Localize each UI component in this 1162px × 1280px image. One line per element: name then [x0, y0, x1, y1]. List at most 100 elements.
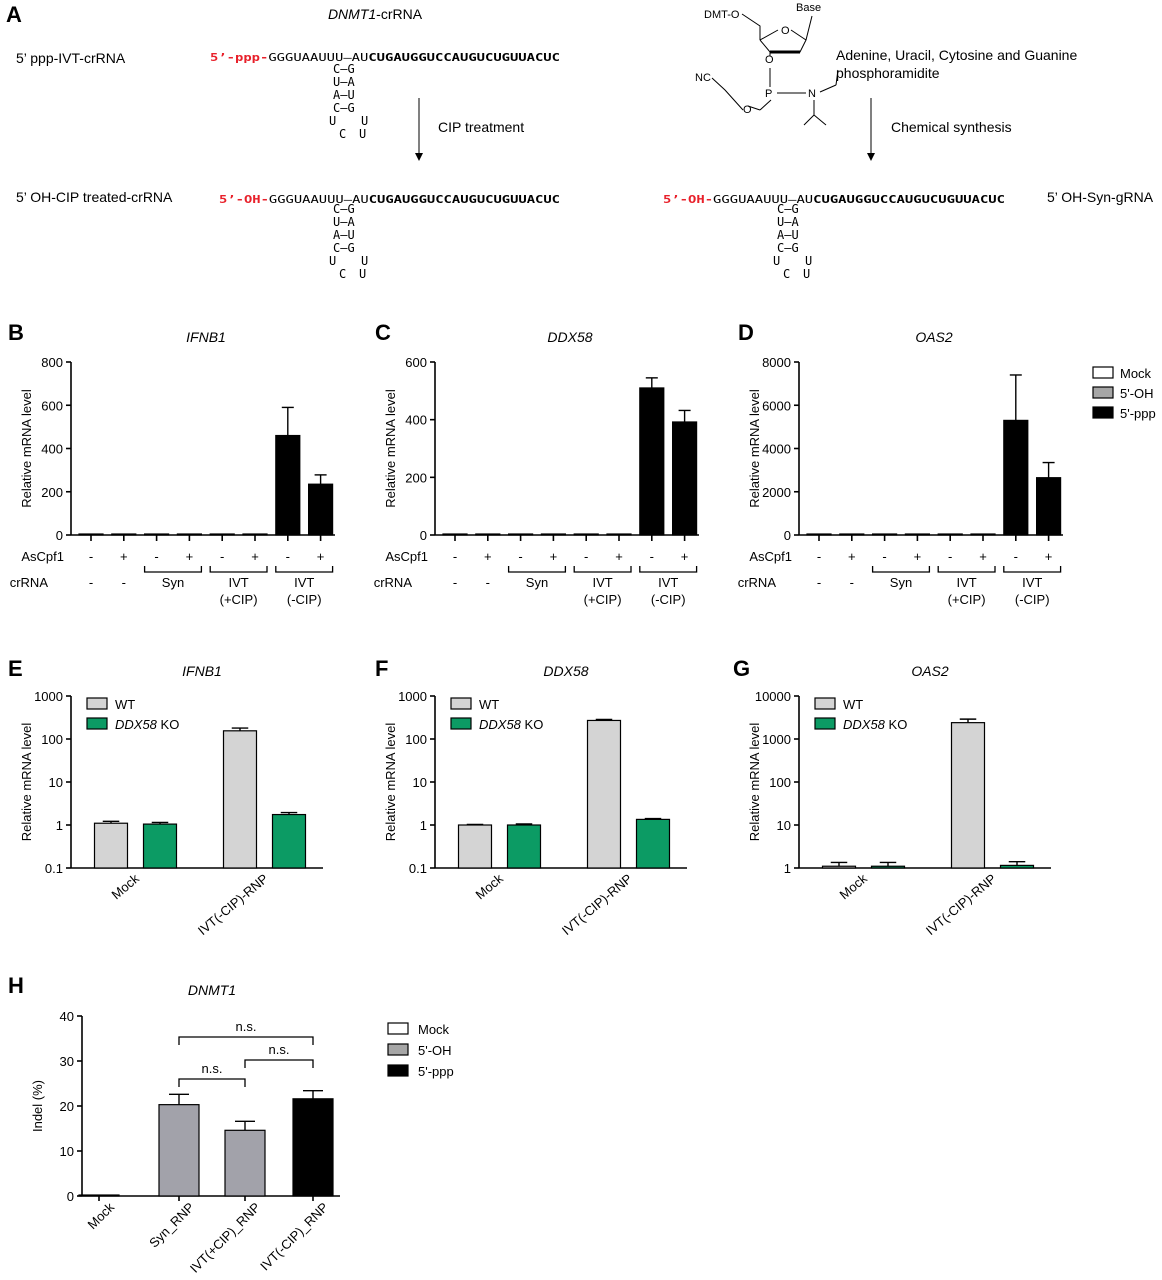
- panel-label: G: [733, 656, 750, 681]
- legend-text: DDX58: [479, 717, 522, 732]
- significance-bracket: [178, 1078, 246, 1087]
- ascpf1-sign: +: [681, 549, 689, 564]
- y-tick-label: 0.1: [409, 861, 427, 876]
- y-axis-label: Relative mRNA level: [383, 723, 398, 842]
- y-tick-label: 100: [41, 732, 63, 747]
- ascpf1-sign: +: [615, 549, 623, 564]
- group-bracket: [507, 566, 567, 573]
- bar: [222, 730, 258, 869]
- legend-label: DDX58 KO: [115, 717, 179, 732]
- y-tick-label: 400: [405, 413, 427, 428]
- sequence-syn: 5’-OH- GGGUAAUUU—AU CUGAUGGUCCAUGUCUGUUACU…: [663, 193, 1005, 206]
- ascpf1-sign: +: [550, 549, 558, 564]
- y-tick-label: 1: [56, 818, 63, 833]
- panel-c: C DDX58 0 200 400 600 Relative mRNA level - + - + -…: [374, 320, 699, 607]
- step-synthesis: Chemical synthesis: [891, 119, 1012, 135]
- loop-base: U: [359, 267, 366, 281]
- ascpf1-sign: +: [848, 549, 856, 564]
- bar: [999, 864, 1035, 869]
- crrna-label: Syn: [162, 575, 184, 590]
- sequence-cip: 5’-OH- GGGUAAUUU—AU CUGAUGGUCCAUGUCUGUUACU…: [219, 193, 560, 206]
- loop-base: U: [803, 267, 810, 281]
- legend-text: DDX58: [115, 717, 158, 732]
- legend-label: Mock: [418, 1022, 450, 1037]
- ascpf1-sign: -: [453, 549, 457, 564]
- significance-label: n.s.: [202, 1061, 223, 1076]
- legend-text: DDX58: [843, 717, 886, 732]
- ascpf1-sign: +: [484, 549, 492, 564]
- y-tick-label: 0.1: [45, 861, 63, 876]
- legend-treatment: Mock 5'-OH 5'-ppp: [1092, 366, 1156, 421]
- chart-title: DNMT1: [188, 982, 236, 998]
- x-tick-label: Mock: [836, 870, 870, 902]
- legend-swatch: [1092, 406, 1114, 419]
- bar: [111, 533, 137, 536]
- stem-pair: C—G: [333, 62, 355, 76]
- loop-base: C: [339, 127, 346, 141]
- panel-a: A DNMT1-crRNA 5’ ppp-IVT-crRNA 5’ OH-CIP…: [6, 2, 1154, 281]
- chart-title: IFNB1: [186, 329, 226, 345]
- bar: [806, 533, 832, 536]
- stem-pair: A—U: [777, 228, 799, 242]
- group-bracket: [275, 566, 334, 573]
- panel-h: H DNMT1 0 10 20 30 40 Indel (%) Mock Syn_RNPIVT(+…: [8, 973, 454, 1276]
- bar: [209, 533, 235, 536]
- y-axis-label: Relative mRNA level: [383, 389, 398, 508]
- y-tick-label: 40: [60, 1009, 74, 1024]
- reagent-line-1: Adenine, Uracil, Cytosine and Guanine: [836, 47, 1077, 63]
- crrna-label: IVT: [228, 575, 248, 590]
- y-tick-label: 600: [41, 398, 63, 413]
- ascpf1-sign: -: [1014, 549, 1018, 564]
- loop-base: U: [359, 127, 366, 141]
- legend-swatch: [387, 1064, 409, 1077]
- arrow-head-icon: [867, 153, 875, 161]
- x-tick-label: Syn_RNP: [146, 1200, 197, 1251]
- bar: [639, 387, 665, 536]
- phosphoramidite-structure: DMT-O Base O O P O NC N: [695, 2, 839, 126]
- y-tick-label: 0: [67, 1189, 74, 1204]
- row-label-crrna: crRNA: [374, 575, 413, 590]
- y-axis-label: Relative mRNA level: [747, 389, 762, 508]
- legend-label: 5'-ppp: [418, 1064, 454, 1079]
- chart-title: IFNB1: [182, 663, 222, 679]
- crrna-sublabel: (-CIP): [651, 592, 686, 607]
- ascpf1-sign: -: [584, 549, 588, 564]
- svg-text:DMT-O: DMT-O: [704, 9, 740, 21]
- legend-label: DDX58 KO: [843, 717, 907, 732]
- arrow-head-icon: [415, 153, 423, 161]
- legend-text: WT: [843, 697, 863, 712]
- bar: [457, 824, 493, 869]
- stem-pair: C—G: [333, 101, 355, 115]
- bar: [176, 533, 202, 536]
- bar: [821, 865, 857, 869]
- svg-text:N: N: [808, 88, 816, 100]
- y-tick-label: 0: [56, 528, 63, 543]
- ascpf1-sign: +: [914, 549, 922, 564]
- group-bracket: [143, 566, 203, 573]
- bar: [508, 533, 534, 536]
- panel-d: D OAS2 0 2000 4000 6000 8000 Relative mRNA leve…: [738, 320, 1063, 607]
- y-tick-label: 800: [41, 355, 63, 370]
- bar: [937, 533, 963, 536]
- bar: [1003, 419, 1029, 536]
- panel-b: B IFNB1 0 200 400 600 800 Relative mRNA level - +…: [8, 320, 335, 607]
- stem-pair: A—U: [333, 88, 355, 102]
- reagent-line-2: phosphoramidite: [836, 65, 940, 81]
- y-tick-label: 400: [41, 442, 63, 457]
- panel-label: F: [375, 656, 388, 681]
- x-tick-label: Mock: [85, 1199, 118, 1232]
- stem-loop: C—GU—AA—UC—GU UC U: [773, 202, 812, 281]
- y-tick-label: 0: [420, 528, 427, 543]
- significance-label: n.s.: [236, 1019, 257, 1034]
- sequence-ppp: 5’-ppp- GGGUAAUUU—AU CUGAUGGUCCAUGUCUGUUAC…: [210, 51, 560, 64]
- svg-text:NC: NC: [695, 72, 711, 84]
- panel-label-a: A: [6, 2, 22, 27]
- loop-base: C: [339, 267, 346, 281]
- stem-pair: U—A: [333, 75, 355, 89]
- crrna-sublabel: (-CIP): [287, 592, 322, 607]
- legend-text: WT: [479, 697, 499, 712]
- bar: [606, 533, 632, 536]
- stem-pair: C—G: [777, 241, 799, 255]
- y-tick-label: 200: [405, 470, 427, 485]
- panel-label: D: [738, 320, 754, 345]
